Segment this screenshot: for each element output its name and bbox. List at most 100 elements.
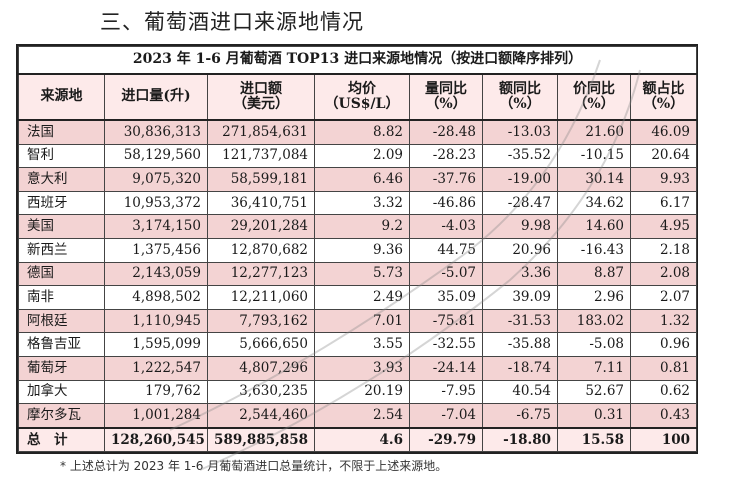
total-row: 总 计 128,260,545 589,885,858 4.6 -29.79 -18.80… [18,426,697,453]
value-cell: -46.86 [409,190,483,216]
column-header-unit: （%） [573,96,615,112]
value-cell: 2.49 [314,285,410,310]
value-cell: 121,737,084 [207,143,315,169]
total-label: 总 计 [18,426,105,453]
table-row: 南非 4,898,502 12,211,060 2.49 35.09 39.09 2.96 2… [18,285,697,310]
total-value: -18.80 [482,426,558,453]
value-cell: 58,599,181 [207,167,315,192]
value-cell: 6.17 [630,190,697,216]
value-cell: 2.08 [630,261,697,287]
table-caption: 2023 年 1-6 月葡萄酒 TOP13 进口来源地情况（按进口额降序排列） [18,46,697,75]
value-cell: 21.60 [557,119,631,145]
origin-cell: 西班牙 [18,190,105,216]
value-cell: 3.36 [482,261,558,287]
value-cell: 40.54 [482,379,558,405]
origin-cell: 葡萄牙 [18,355,105,381]
origin-cell: 新西兰 [18,237,105,263]
table-row: 阿根廷 1,110,945 7,793,162 7.01 -75.81 -31.53 183… [18,308,697,334]
total-value: 128,260,545 [104,426,208,453]
value-cell: 20.64 [630,143,697,169]
column-header-title: 来源地 [40,88,83,105]
value-cell: 2,143,059 [104,261,208,287]
origin-cell: 意大利 [18,167,105,192]
value-cell: -37.76 [409,167,483,192]
value-cell: 7.01 [314,308,410,334]
value-cell: 7.11 [557,355,631,381]
value-cell: 9,075,320 [104,167,208,192]
value-cell: 2,544,460 [207,403,315,429]
value-cell: 4,807,296 [207,355,315,381]
value-cell: 0.31 [557,403,631,429]
column-header: 来源地 [18,73,105,121]
value-cell: 12,277,123 [207,261,315,287]
value-cell: 183.02 [557,308,631,334]
total-value: -29.79 [409,426,483,453]
table-row: 美国 3,174,150 29,201,284 9.2 -4.03 9.98 14.60 4.… [18,214,697,239]
table-row: 德国 2,143,059 12,277,123 5.73 -5.07 3.36 8.87 2.… [18,261,697,287]
value-cell: 20.19 [314,379,410,405]
origin-cell: 德国 [18,261,105,287]
value-cell: -31.53 [482,308,558,334]
value-cell: -5.08 [557,332,631,357]
value-cell: 3,630,235 [207,379,315,405]
value-cell: 2.18 [630,237,697,263]
value-cell: 10,953,372 [104,190,208,216]
value-cell: 6.46 [314,167,410,192]
value-cell: 9.93 [630,167,697,192]
value-cell: 35.09 [409,285,483,310]
value-cell: 2.07 [630,285,697,310]
value-cell: 46.09 [630,119,697,145]
column-header-unit: （美元） [233,96,289,112]
value-cell: -5.07 [409,261,483,287]
value-cell: 3.32 [314,190,410,216]
column-header-title: 额占比 [642,80,685,97]
value-cell: 44.75 [409,237,483,263]
column-header: 价同比 （%） [557,73,631,121]
origin-cell: 摩尔多瓦 [18,403,105,429]
value-cell: 36,410,751 [207,190,315,216]
total-value: 100 [630,426,697,453]
value-cell: 1,001,284 [104,403,208,429]
column-header-title: 价同比 [573,80,615,97]
value-cell: -13.03 [482,119,558,145]
column-header-title: 进口量(升) [121,88,191,105]
section-title: 三、葡萄酒进口来源地情况 [100,10,364,34]
column-header-title: 进口额 [240,80,282,97]
table-row: 智利 58,129,560 121,737,084 2.09 -28.23 -35.52-… [18,143,697,169]
footnote: * 上述总计为 2023 年 1-6 月葡萄酒进口总量统计，不限于上述来源地。 [60,459,448,473]
value-cell: 34.62 [557,190,631,216]
value-cell: 1,375,456 [104,237,208,263]
column-header-unit: （%） [499,96,541,112]
value-cell: 52.67 [557,379,631,405]
value-cell: 0.62 [630,379,697,405]
origin-cell: 美国 [18,214,105,239]
value-cell: 1,110,945 [104,308,208,334]
value-cell: -19.00 [482,167,558,192]
column-header-title: 量同比 [425,80,467,97]
total-value: 4.6 [314,426,410,453]
origin-cell: 智利 [18,143,105,169]
origin-cell: 法国 [18,119,105,145]
value-cell: -10.15 [557,143,631,169]
value-cell: -28.23 [409,143,483,169]
column-header-title: 额同比 [499,80,541,97]
value-cell: 179,762 [104,379,208,405]
value-cell: 9.2 [314,214,410,239]
value-cell: 12,870,682 [207,237,315,263]
value-cell: 2.96 [557,285,631,310]
column-header-unit: （%） [425,96,467,112]
value-cell: -28.47 [482,190,558,216]
column-header: 额同比 （%） [482,73,558,121]
value-cell: -24.14 [409,355,483,381]
table-row: 格鲁吉亚 1,595,099 5,666,650 3.55 -32.55 -35.88 -5… [18,332,697,357]
table-row: 葡萄牙 1,222,547 4,807,296 3.93 -24.14 -18.74 7.1… [18,355,697,381]
value-cell: 9.36 [314,237,410,263]
value-cell: 29,201,284 [207,214,315,239]
value-cell: 20.96 [482,237,558,263]
value-cell: 2.54 [314,403,410,429]
value-cell: 4,898,502 [104,285,208,310]
value-cell: 4.95 [630,214,697,239]
value-cell: 3,174,150 [104,214,208,239]
origin-cell: 加拿大 [18,379,105,405]
value-cell: 14.60 [557,214,631,239]
